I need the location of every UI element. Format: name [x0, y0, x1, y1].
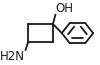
- Text: OH: OH: [56, 2, 74, 15]
- Text: H2N: H2N: [0, 50, 25, 63]
